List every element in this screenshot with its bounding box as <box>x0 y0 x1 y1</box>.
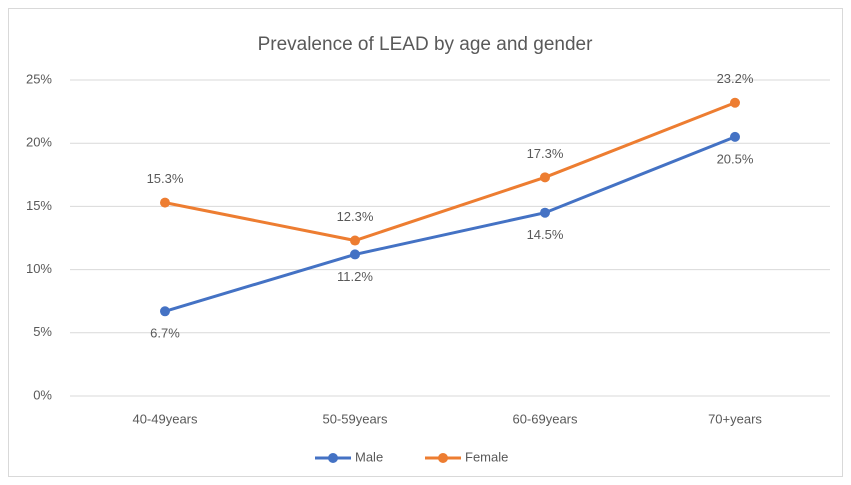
legend-marker <box>438 453 448 463</box>
y-tick-label: 25% <box>26 71 52 86</box>
series-line <box>164 101 736 243</box>
data-label: 6.7% <box>150 326 180 341</box>
x-tick-label: 40-49years <box>132 411 198 426</box>
x-tick-label: 70+years <box>708 411 762 426</box>
y-tick-label: 0% <box>33 387 52 402</box>
y-tick-label: 15% <box>26 198 52 213</box>
chart-title: Prevalence of LEAD by age and gender <box>258 34 594 55</box>
data-label: 17.3% <box>527 146 564 161</box>
data-point <box>730 97 740 108</box>
x-tick-label: 50-59years <box>322 411 388 426</box>
x-tick-label: 60-69years <box>512 411 578 426</box>
y-tick-label: 10% <box>26 261 52 276</box>
legend-label: Male <box>355 449 383 464</box>
data-label: 23.2% <box>717 71 754 86</box>
legend-label: Female <box>465 449 508 464</box>
data-point <box>160 306 170 317</box>
y-tick-label: 5% <box>33 324 52 339</box>
data-point <box>350 249 360 260</box>
y-tick-label: 20% <box>26 135 52 150</box>
data-point <box>160 197 170 208</box>
data-point <box>350 235 360 246</box>
data-point <box>540 172 550 183</box>
series-line <box>164 135 736 313</box>
chart-border <box>8 8 843 477</box>
data-label: 11.2% <box>337 269 373 284</box>
data-label: 14.5% <box>527 227 564 242</box>
legend-marker <box>328 453 338 463</box>
data-label: 12.3% <box>337 209 374 224</box>
data-point <box>730 131 740 142</box>
data-label: 20.5% <box>717 151 754 166</box>
data-label: 15.3% <box>147 171 184 186</box>
data-point <box>540 207 550 218</box>
